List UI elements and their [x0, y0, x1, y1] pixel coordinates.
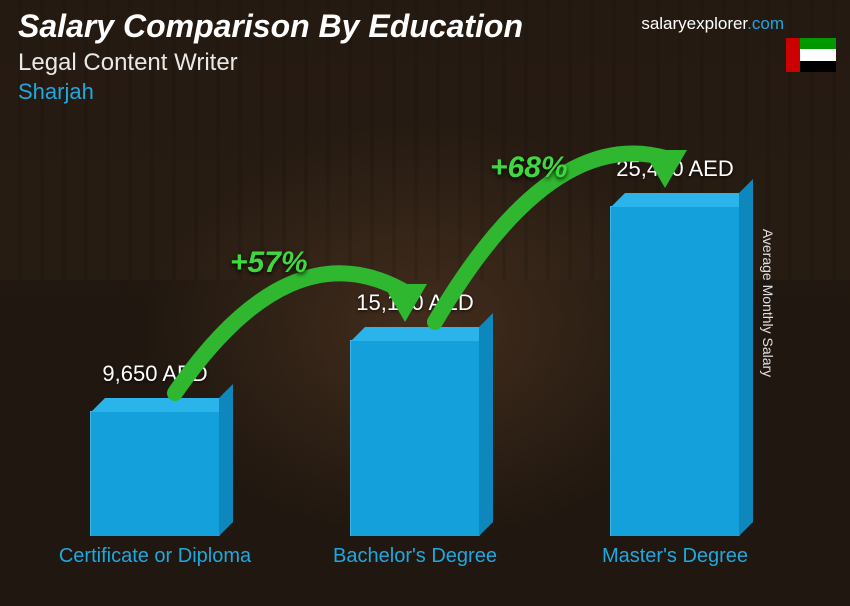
location: Sharjah — [18, 79, 832, 105]
brand-text: salaryexplorer — [641, 14, 747, 33]
uae-flag-icon — [786, 38, 836, 72]
job-title: Legal Content Writer — [18, 49, 832, 77]
category-label: Bachelor's Degree — [315, 544, 515, 568]
percent-increase-label: +68% — [490, 151, 568, 185]
y-axis-label: Average Monthly Salary — [760, 229, 776, 377]
brand-logo: salaryexplorer.com — [641, 14, 784, 34]
category-label: Certificate or Diploma — [55, 544, 255, 568]
category-label: Master's Degree — [575, 544, 775, 568]
bar-chart: 9,650 AEDCertificate or Diploma15,100 AE… — [60, 116, 780, 536]
increase-arrow: +68% — [60, 116, 780, 536]
brand-accent: .com — [747, 14, 784, 33]
